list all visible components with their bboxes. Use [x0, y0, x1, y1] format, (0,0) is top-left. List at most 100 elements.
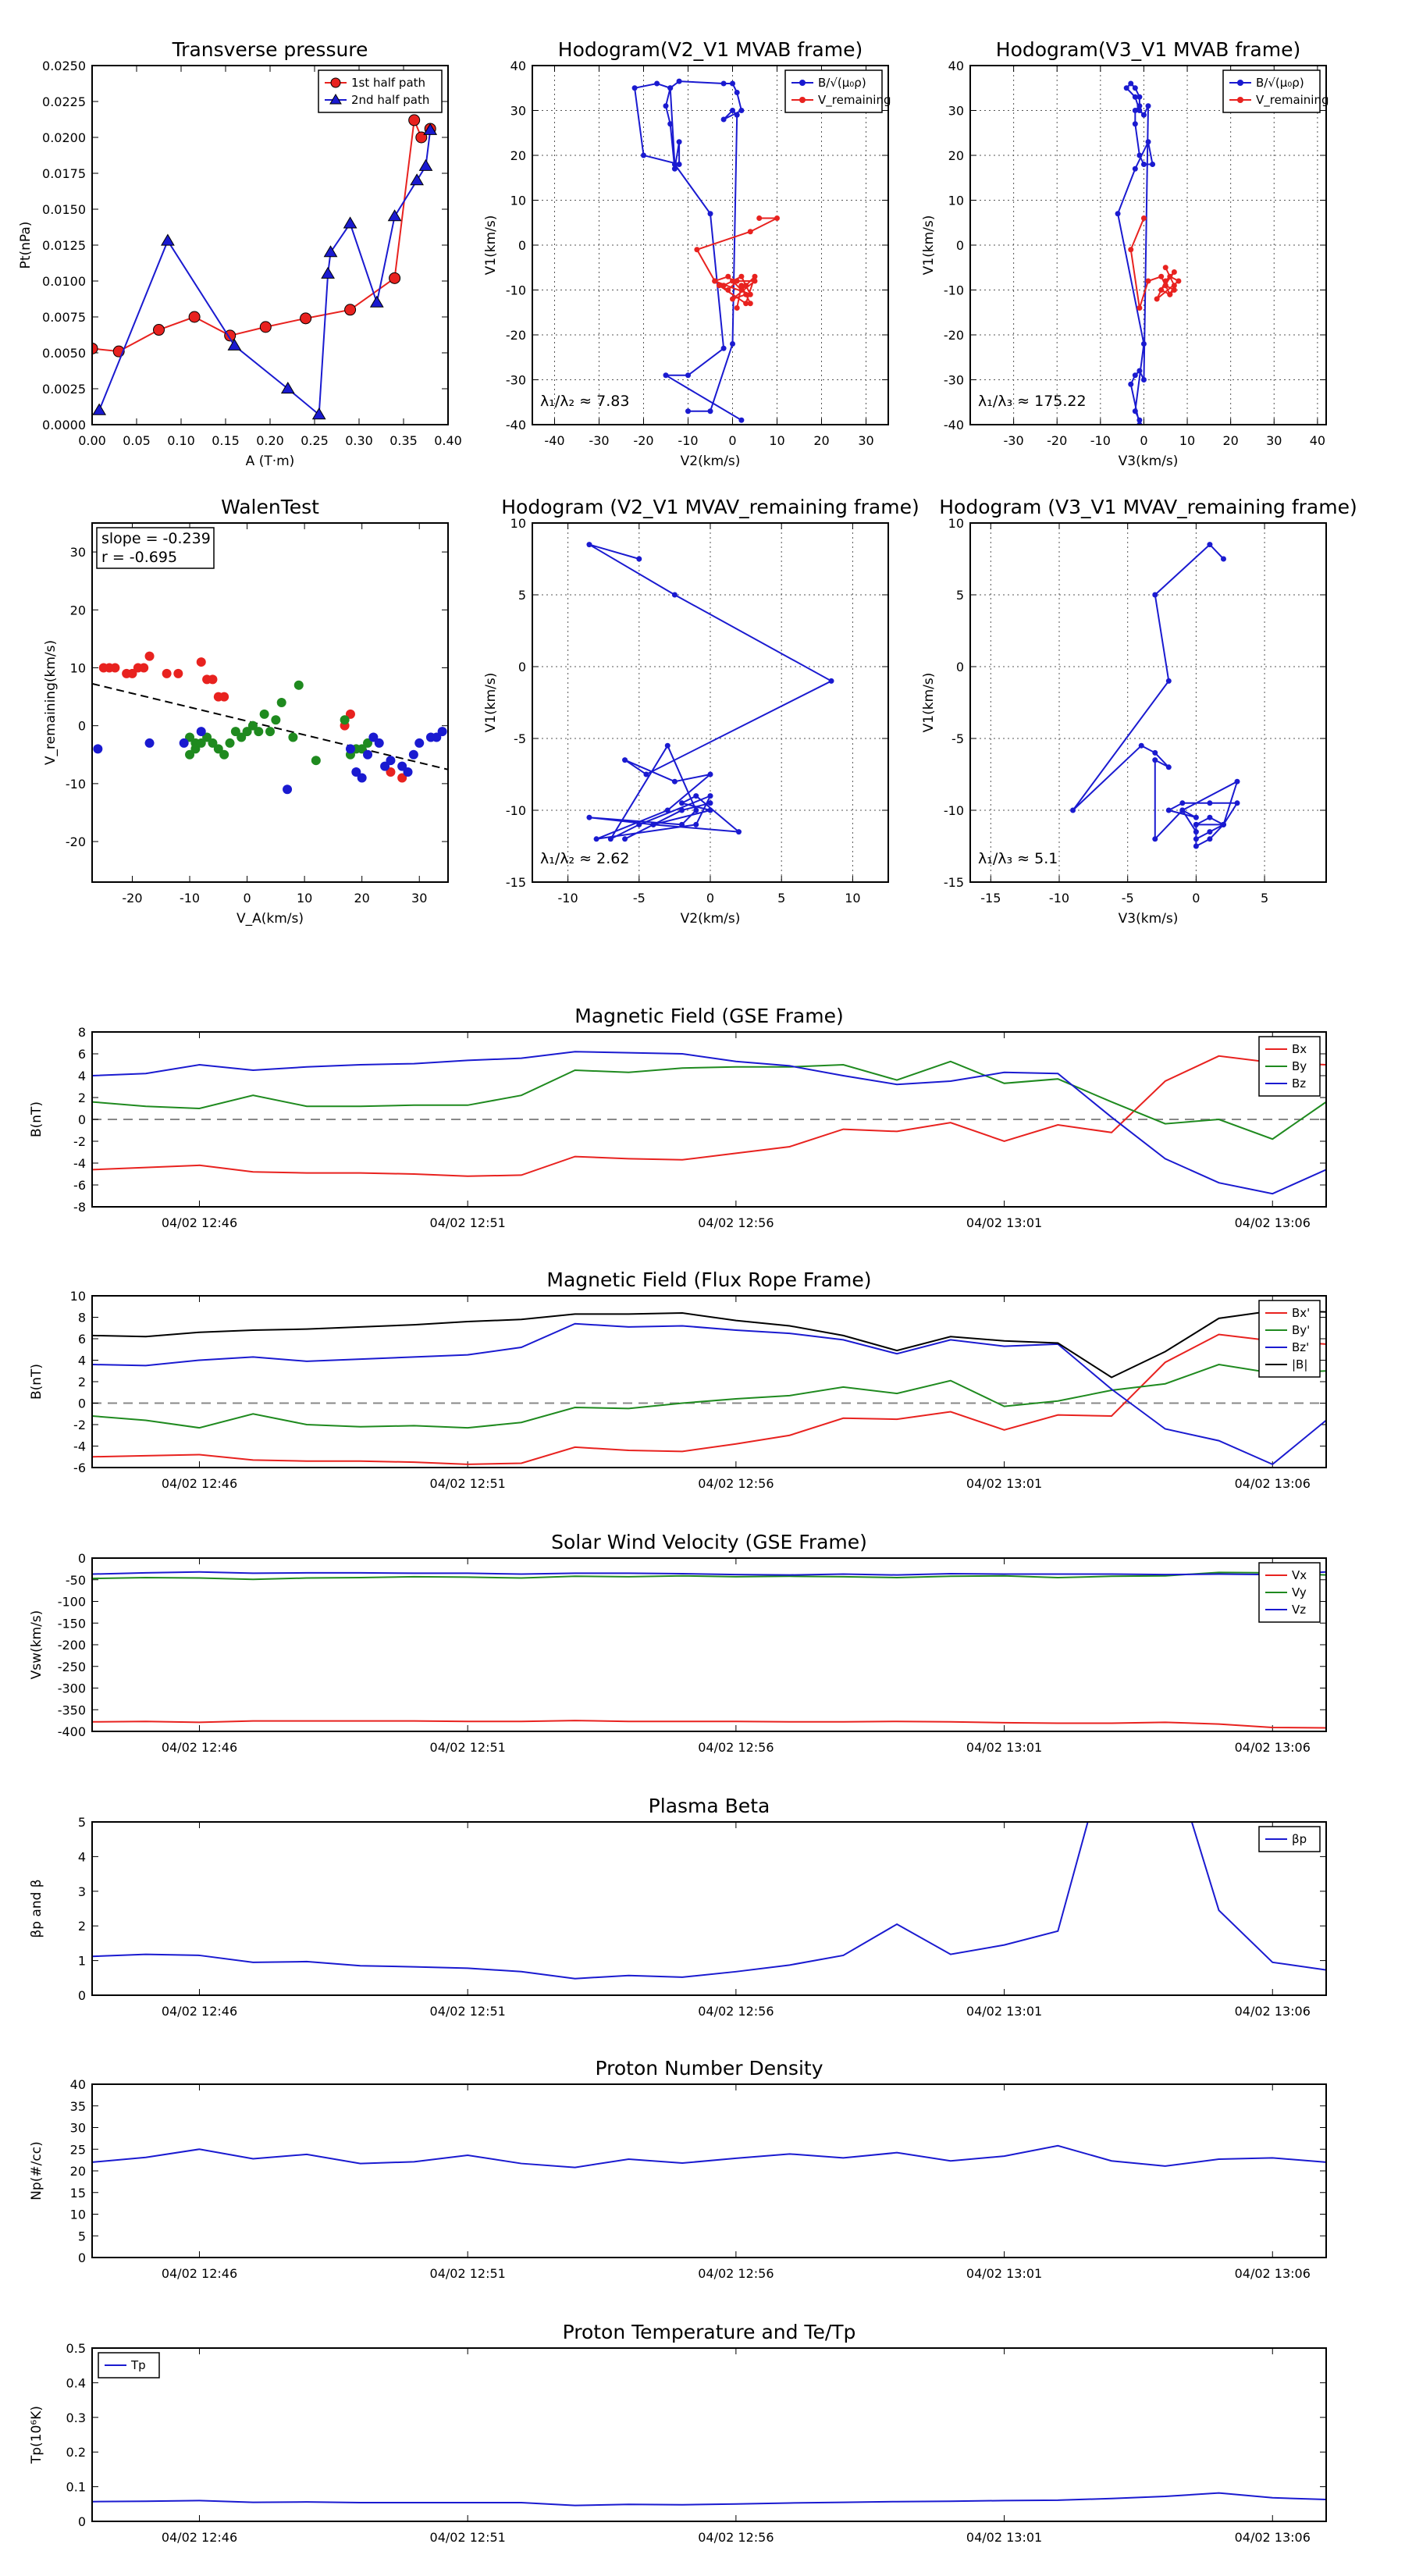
- x-tick-label: 0.40: [434, 433, 462, 448]
- data-point: [1138, 742, 1144, 749]
- y-tick-label: 20: [510, 148, 526, 163]
- data-point: [1152, 592, 1158, 598]
- chart-tpp: 04/02 12:46 04/02 12:51 04/02 12:56 04/02 1…: [29, 2321, 1327, 2545]
- y-tick-label: 0: [956, 238, 964, 253]
- data-point: [738, 283, 745, 289]
- data-point: [93, 744, 103, 754]
- data-point: [1140, 377, 1147, 382]
- series-2nd-half-path: [92, 123, 438, 420]
- y-tick-label: 40: [510, 59, 526, 73]
- x-tick-label: 04/02 13:06: [1235, 1215, 1311, 1230]
- data-point: [397, 761, 407, 771]
- y-tick-label: -15: [944, 875, 964, 890]
- legend-label: Bz: [1292, 1076, 1306, 1091]
- y-tick-label: -10: [506, 283, 526, 298]
- legend: 1st half path 2nd half path: [318, 69, 443, 113]
- data-point: [1136, 305, 1143, 311]
- x-tick-label: 40: [1310, 433, 1325, 448]
- x-tick-label: 0.05: [123, 433, 151, 448]
- x-tick-label: -20: [1047, 433, 1067, 448]
- data-point: [1165, 807, 1172, 813]
- plot-frame: [91, 65, 449, 425]
- y-tick-label: 10: [510, 194, 526, 208]
- x-tick-label: 0.20: [256, 433, 284, 448]
- y-tick-label: -300: [58, 1681, 86, 1696]
- y-tick-label: -20: [944, 328, 964, 343]
- data-point: [667, 85, 674, 91]
- series-2: [93, 727, 447, 795]
- y-tick-label: 30: [948, 104, 964, 119]
- data-point: [1193, 836, 1199, 842]
- legend: βp: [1258, 1826, 1321, 1852]
- series-line: [92, 2492, 1326, 2507]
- legend-marker: [1237, 80, 1243, 86]
- legend: Bx By Bz: [1258, 1036, 1321, 1097]
- series-line: [92, 1051, 1326, 1195]
- legend-marker: [330, 77, 341, 88]
- data-point: [693, 821, 699, 827]
- data-point: [1152, 836, 1158, 842]
- x-tick-label: 04/02 13:01: [966, 2530, 1042, 2545]
- series-line: [695, 217, 777, 308]
- y-tick-label: 0.4: [66, 2375, 86, 2390]
- data-point: [743, 283, 749, 289]
- legend-label: 1st half path: [351, 76, 425, 90]
- data-point: [259, 709, 269, 719]
- data-point: [227, 338, 242, 350]
- data-point: [230, 727, 240, 737]
- y-tick-label: 0: [78, 2250, 86, 2265]
- y-tick-label: 0.3: [66, 2411, 86, 2425]
- x-tick-label: 04/02 12:46: [162, 1476, 237, 1491]
- data-point: [185, 749, 195, 760]
- x-tick-label: 04/02 12:46: [162, 2004, 237, 2019]
- y-tick-label: 8: [78, 1025, 86, 1040]
- data-point: [641, 152, 646, 158]
- x-tick-label: 0: [1140, 433, 1147, 448]
- x-axis-label: V2(km/s): [681, 454, 741, 469]
- data-point: [387, 209, 402, 222]
- data-point: [323, 245, 338, 258]
- series-line: [92, 1571, 1326, 1581]
- x-tick-label: 04/02 13:01: [966, 1215, 1042, 1230]
- series-0: [98, 651, 407, 783]
- data-point: [179, 738, 189, 748]
- y-tick-label: 0: [78, 1988, 86, 2003]
- x-tick-label: 10: [769, 433, 784, 448]
- data-point: [685, 408, 691, 415]
- x-tick-label: 10: [1179, 433, 1195, 448]
- data-point: [293, 680, 304, 690]
- data-point: [414, 738, 425, 748]
- data-point: [1167, 291, 1173, 297]
- data-point: [1128, 247, 1134, 253]
- y-axis-label: Vsw(km/s): [29, 1610, 44, 1680]
- data-point: [1162, 278, 1168, 284]
- data-point: [734, 305, 740, 311]
- data-point: [1162, 283, 1168, 289]
- x-tick-label: 20: [813, 433, 829, 448]
- data-point: [752, 278, 758, 284]
- data-point: [671, 778, 678, 785]
- data-point: [671, 592, 678, 598]
- y-axis-label: B(nT): [29, 1101, 44, 1137]
- x-tick-label: 04/02 13:01: [966, 1476, 1042, 1491]
- data-point: [283, 785, 293, 795]
- data-point: [374, 738, 384, 748]
- legend: B/√(μ₀ρ) V_remaining: [784, 69, 891, 113]
- data-point: [679, 807, 685, 813]
- x-axis-label: A (T·m): [246, 454, 295, 469]
- data-point: [720, 116, 727, 123]
- data-point: [1150, 162, 1156, 167]
- data-point: [1171, 269, 1177, 275]
- data-point: [321, 266, 335, 279]
- legend-marker: [1237, 97, 1243, 103]
- data-point: [139, 663, 149, 673]
- data-point: [720, 345, 727, 351]
- data-point: [676, 78, 682, 84]
- x-tick-label: 04/02 12:56: [698, 2004, 774, 2019]
- annotation-text: slope = -0.239: [101, 530, 211, 547]
- data-point: [663, 372, 669, 379]
- y-axis-label: Pt(nPa): [18, 222, 34, 269]
- data-point: [747, 291, 753, 297]
- x-tick-label: -10: [1090, 433, 1111, 448]
- data-point: [1132, 408, 1138, 415]
